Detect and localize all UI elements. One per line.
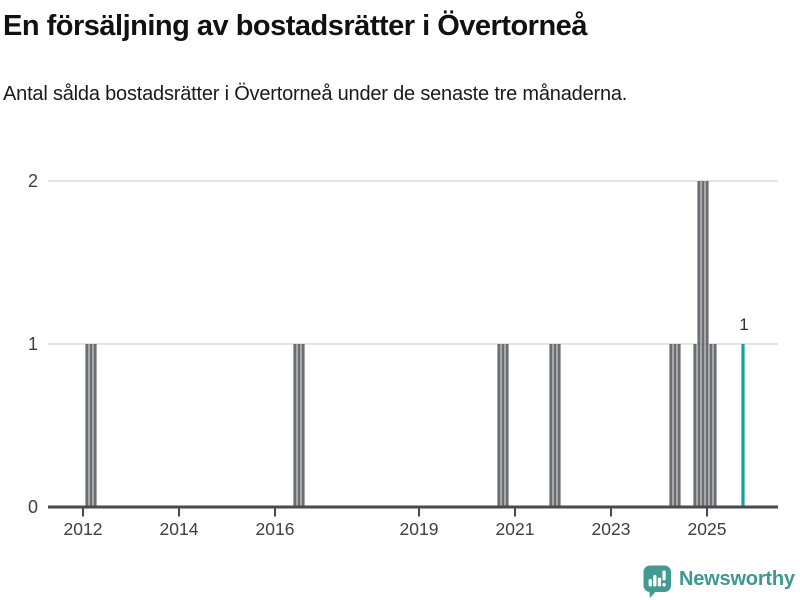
bar xyxy=(549,344,553,507)
bar xyxy=(677,344,681,507)
y-axis-label: 2 xyxy=(28,171,38,191)
bar xyxy=(301,344,305,507)
bar xyxy=(293,344,297,507)
x-tick-label: 2019 xyxy=(400,519,439,539)
bar xyxy=(553,344,557,507)
bar xyxy=(89,344,93,507)
bar-chart-svg: 0 1 2 2012 2014 2016 2019 2021 2023 2025 1 xyxy=(28,171,778,539)
bar xyxy=(701,181,705,507)
x-tick-label: 2025 xyxy=(688,519,727,539)
highlight-bar xyxy=(741,344,745,507)
x-tick-label: 2021 xyxy=(496,519,535,539)
bar xyxy=(697,181,701,507)
bar-chart: 0 1 2 2012 2014 2016 2019 2021 2023 2025 1 xyxy=(0,150,800,560)
bar xyxy=(85,344,89,507)
bar xyxy=(669,344,673,507)
bar xyxy=(705,181,709,507)
x-tick-label: 2012 xyxy=(64,519,103,539)
x-tick-label: 2016 xyxy=(256,519,295,539)
page-subtitle: Antal sålda bostadsrätter i Övertorneå u… xyxy=(3,83,628,105)
bar xyxy=(557,344,561,507)
bar xyxy=(93,344,97,507)
bar xyxy=(693,344,697,507)
bar xyxy=(297,344,301,507)
x-tick-label: 2014 xyxy=(160,519,199,539)
bar xyxy=(497,344,501,507)
newsworthy-wordmark: Newsworthy xyxy=(679,567,795,590)
x-tick-label: 2023 xyxy=(592,519,631,539)
newsworthy-icon xyxy=(643,565,671,598)
y-axis-label: 1 xyxy=(28,334,38,354)
newsworthy-logo[interactable]: Newsworthy xyxy=(643,563,795,600)
bar xyxy=(673,344,677,507)
bar xyxy=(709,344,713,507)
bar xyxy=(505,344,509,507)
bar-value-label: 1 xyxy=(739,315,748,334)
y-axis-label: 0 xyxy=(28,497,38,517)
bar xyxy=(501,344,505,507)
page-title: En försäljning av bostadsrätter i Överto… xyxy=(3,10,587,42)
bar xyxy=(713,344,717,507)
